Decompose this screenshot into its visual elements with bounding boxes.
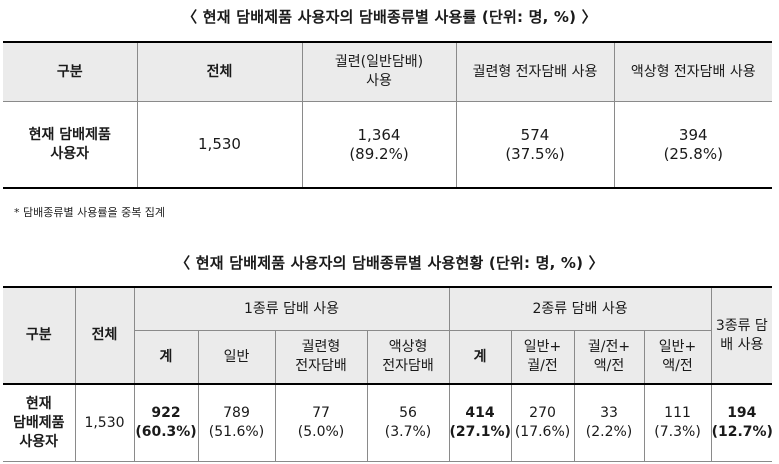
cell-count: 33 — [600, 405, 618, 421]
table1-header-row: 구분 전체 궐련(일반담배) 사용 궐련형 전자담배 사용 액상형 전자담배 사… — [3, 42, 772, 102]
sub-header-one-cigarette: 일반 — [197, 330, 275, 385]
cell-count: 56 — [399, 405, 417, 421]
cell-count: 1,364 — [357, 125, 401, 144]
liquid-ecig-cell: 394 (25.8%) — [613, 101, 772, 188]
three-types-cell: 194 (12.7%) — [710, 384, 773, 462]
table-row: 현재 담배제품 사용자 1,530 922 (60.3%) 789 (51.6%… — [3, 384, 773, 462]
header-gubun: 구분 — [3, 287, 75, 385]
cell-pct: (12.7%) — [711, 424, 773, 440]
header-gubun: 구분 — [3, 42, 137, 102]
cell-pct: (51.6%) — [208, 424, 265, 440]
table-row: 현재 담배제품 사용자 1,530 1,364 (89.2%) 574 (37.… — [3, 101, 772, 188]
cell-count: 270 — [529, 405, 556, 421]
cell-pct: (3.7%) — [384, 424, 432, 440]
header-total: 전체 — [136, 42, 302, 102]
one-type-liquid-cell: 56 (3.7%) — [366, 384, 450, 462]
cell-count: 77 — [312, 405, 330, 421]
header-three-types: 3종류 담 배 사용 — [710, 287, 773, 385]
sub-header-one-sum: 계 — [133, 330, 198, 385]
sub-header-two-cig-heated: 일반+ 궐/전 — [510, 330, 575, 385]
table2-title: 〈 현재 담배제품 사용자의 담배종류별 사용현황 (단위: 명, %) 〉 — [175, 254, 604, 272]
table1-title: 〈 현재 담배제품 사용자의 담배종류별 사용률 (단위: 명, %) 〉 — [182, 8, 597, 26]
cell-pct: (27.1%) — [449, 424, 511, 440]
cell-pct: (60.3%) — [135, 424, 197, 440]
header-liquid-ecig: 액상형 전자담배 사용 — [613, 42, 772, 102]
two-types-heated-liquid-cell: 33 (2.2%) — [573, 384, 645, 462]
sub-header-one-heated: 궐련형 전자담배 — [274, 330, 367, 385]
two-types-cig-heated-cell: 270 (17.6%) — [510, 384, 575, 462]
heated-tobacco-cell: 574 (37.5%) — [455, 101, 614, 188]
total-value: 1,530 — [136, 101, 302, 188]
cell-count: 574 — [520, 125, 550, 144]
header-heated-tobacco: 궐련형 전자담배 사용 — [455, 42, 614, 102]
one-type-sum-cell: 922 (60.3%) — [133, 384, 198, 462]
cell-count: 922 — [151, 405, 181, 421]
sub-header-two-sum: 계 — [448, 330, 512, 385]
one-type-cigarette-cell: 789 (51.6%) — [197, 384, 275, 462]
sub-header-two-heated-liquid: 궐/전+ 액/전 — [573, 330, 645, 385]
total-value: 1,530 — [74, 384, 134, 462]
one-type-heated-cell: 77 (5.0%) — [274, 384, 367, 462]
cell-count: 111 — [664, 405, 691, 421]
row-label: 현재 담배제품 사용자 — [3, 384, 75, 462]
table2-group-header-row: 구분 전체 1종류 담배 사용 2종류 담배 사용 3종류 담 배 사용 — [3, 287, 773, 385]
header-cigarette: 궐련(일반담배) 사용 — [301, 42, 456, 102]
two-types-sum-cell: 414 (27.1%) — [448, 384, 512, 462]
two-types-cig-liquid-cell: 111 (7.3%) — [643, 384, 712, 462]
cigarette-cell: 1,364 (89.2%) — [301, 101, 456, 188]
cell-pct: (17.6%) — [514, 424, 571, 440]
sub-header-two-cig-liquid: 일반+ 액/전 — [643, 330, 712, 385]
cell-count: 394 — [678, 125, 708, 144]
usage-status-table: 구분 전체 1종류 담배 사용 2종류 담배 사용 3종류 담 배 사용 계 일… — [3, 286, 773, 462]
header-two-types: 2종류 담배 사용 — [448, 287, 712, 331]
row-label: 현재 담배제품 사용자 — [28, 126, 111, 162]
cell-pct: (89.2%) — [349, 144, 409, 163]
cell-count: 414 — [465, 405, 495, 421]
cell-pct: (5.0%) — [297, 424, 345, 440]
header-total: 전체 — [74, 287, 134, 385]
cell-pct: (25.8%) — [663, 144, 723, 163]
header-one-type: 1종류 담배 사용 — [133, 287, 450, 331]
table2-sub-header-row: 계 일반 궐련형 전자담배 액상형 전자담배 계 일반+ 궐/전 궐/전+ 액/… — [3, 330, 772, 385]
cell-pct: (37.5%) — [505, 144, 565, 163]
usage-rate-table: 구분 전체 궐련(일반담배) 사용 궐련형 전자담배 사용 액상형 전자담배 사… — [3, 41, 772, 189]
cell-count: 789 — [223, 405, 250, 421]
cell-pct: (7.3%) — [654, 424, 701, 440]
cell-pct: (2.2%) — [585, 424, 633, 440]
sub-header-one-liquid: 액상형 전자담배 — [366, 330, 450, 385]
footnote: * 담배종류별 사용률을 중복 집계 — [14, 206, 166, 219]
cell-count: 194 — [727, 405, 757, 421]
